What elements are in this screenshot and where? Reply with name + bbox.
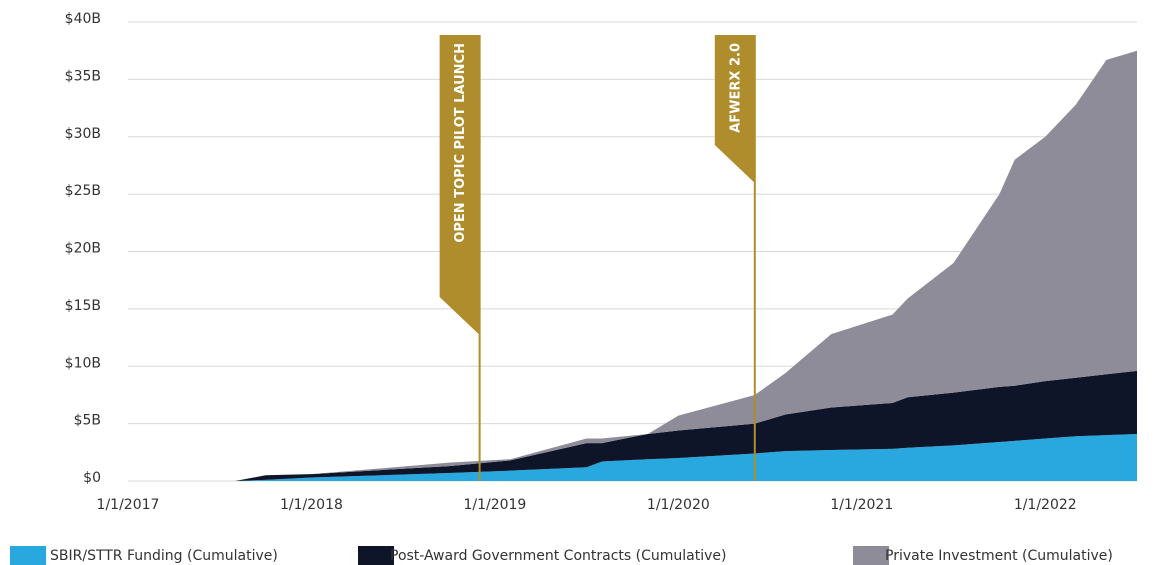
x-tick-label: 1/1/2020 — [647, 497, 710, 513]
legend-swatch — [358, 546, 394, 565]
annotation-label: AFWERX 2.0 — [728, 43, 743, 133]
legend-label: SBIR/STTR Funding (Cumulative) — [50, 548, 278, 564]
x-tick-label: 1/1/2021 — [830, 497, 893, 513]
area — [235, 433, 1138, 481]
x-tick-label: 1/1/2018 — [280, 497, 343, 513]
y-tick-label: $20B — [65, 241, 101, 257]
y-tick-label: $0 — [83, 470, 101, 486]
y-tick-label: $5B — [74, 413, 101, 429]
legend-label: Post-Award Government Contracts (Cumulat… — [390, 548, 726, 564]
y-tick-label: $15B — [65, 298, 101, 314]
legend-swatch — [853, 546, 889, 565]
area — [235, 50, 1138, 481]
y-tick-label: $30B — [65, 126, 101, 142]
y-tick-label: $25B — [65, 183, 101, 199]
y-tick-label: $40B — [65, 11, 101, 27]
legend-swatch — [10, 546, 46, 565]
area — [235, 370, 1138, 481]
annotation-banner — [439, 35, 480, 335]
x-tick-label: 1/1/2017 — [97, 497, 160, 513]
legend-label: Private Investment (Cumulative) — [885, 548, 1113, 564]
annotation-banner — [714, 35, 755, 183]
y-tick-label: $35B — [65, 68, 101, 84]
annotation-label: OPEN TOPIC PILOT LAUNCH — [453, 43, 468, 243]
y-tick-label: $10B — [65, 355, 101, 371]
x-tick-label: 1/1/2019 — [463, 497, 526, 513]
x-tick-label: 1/1/2022 — [1014, 497, 1077, 513]
